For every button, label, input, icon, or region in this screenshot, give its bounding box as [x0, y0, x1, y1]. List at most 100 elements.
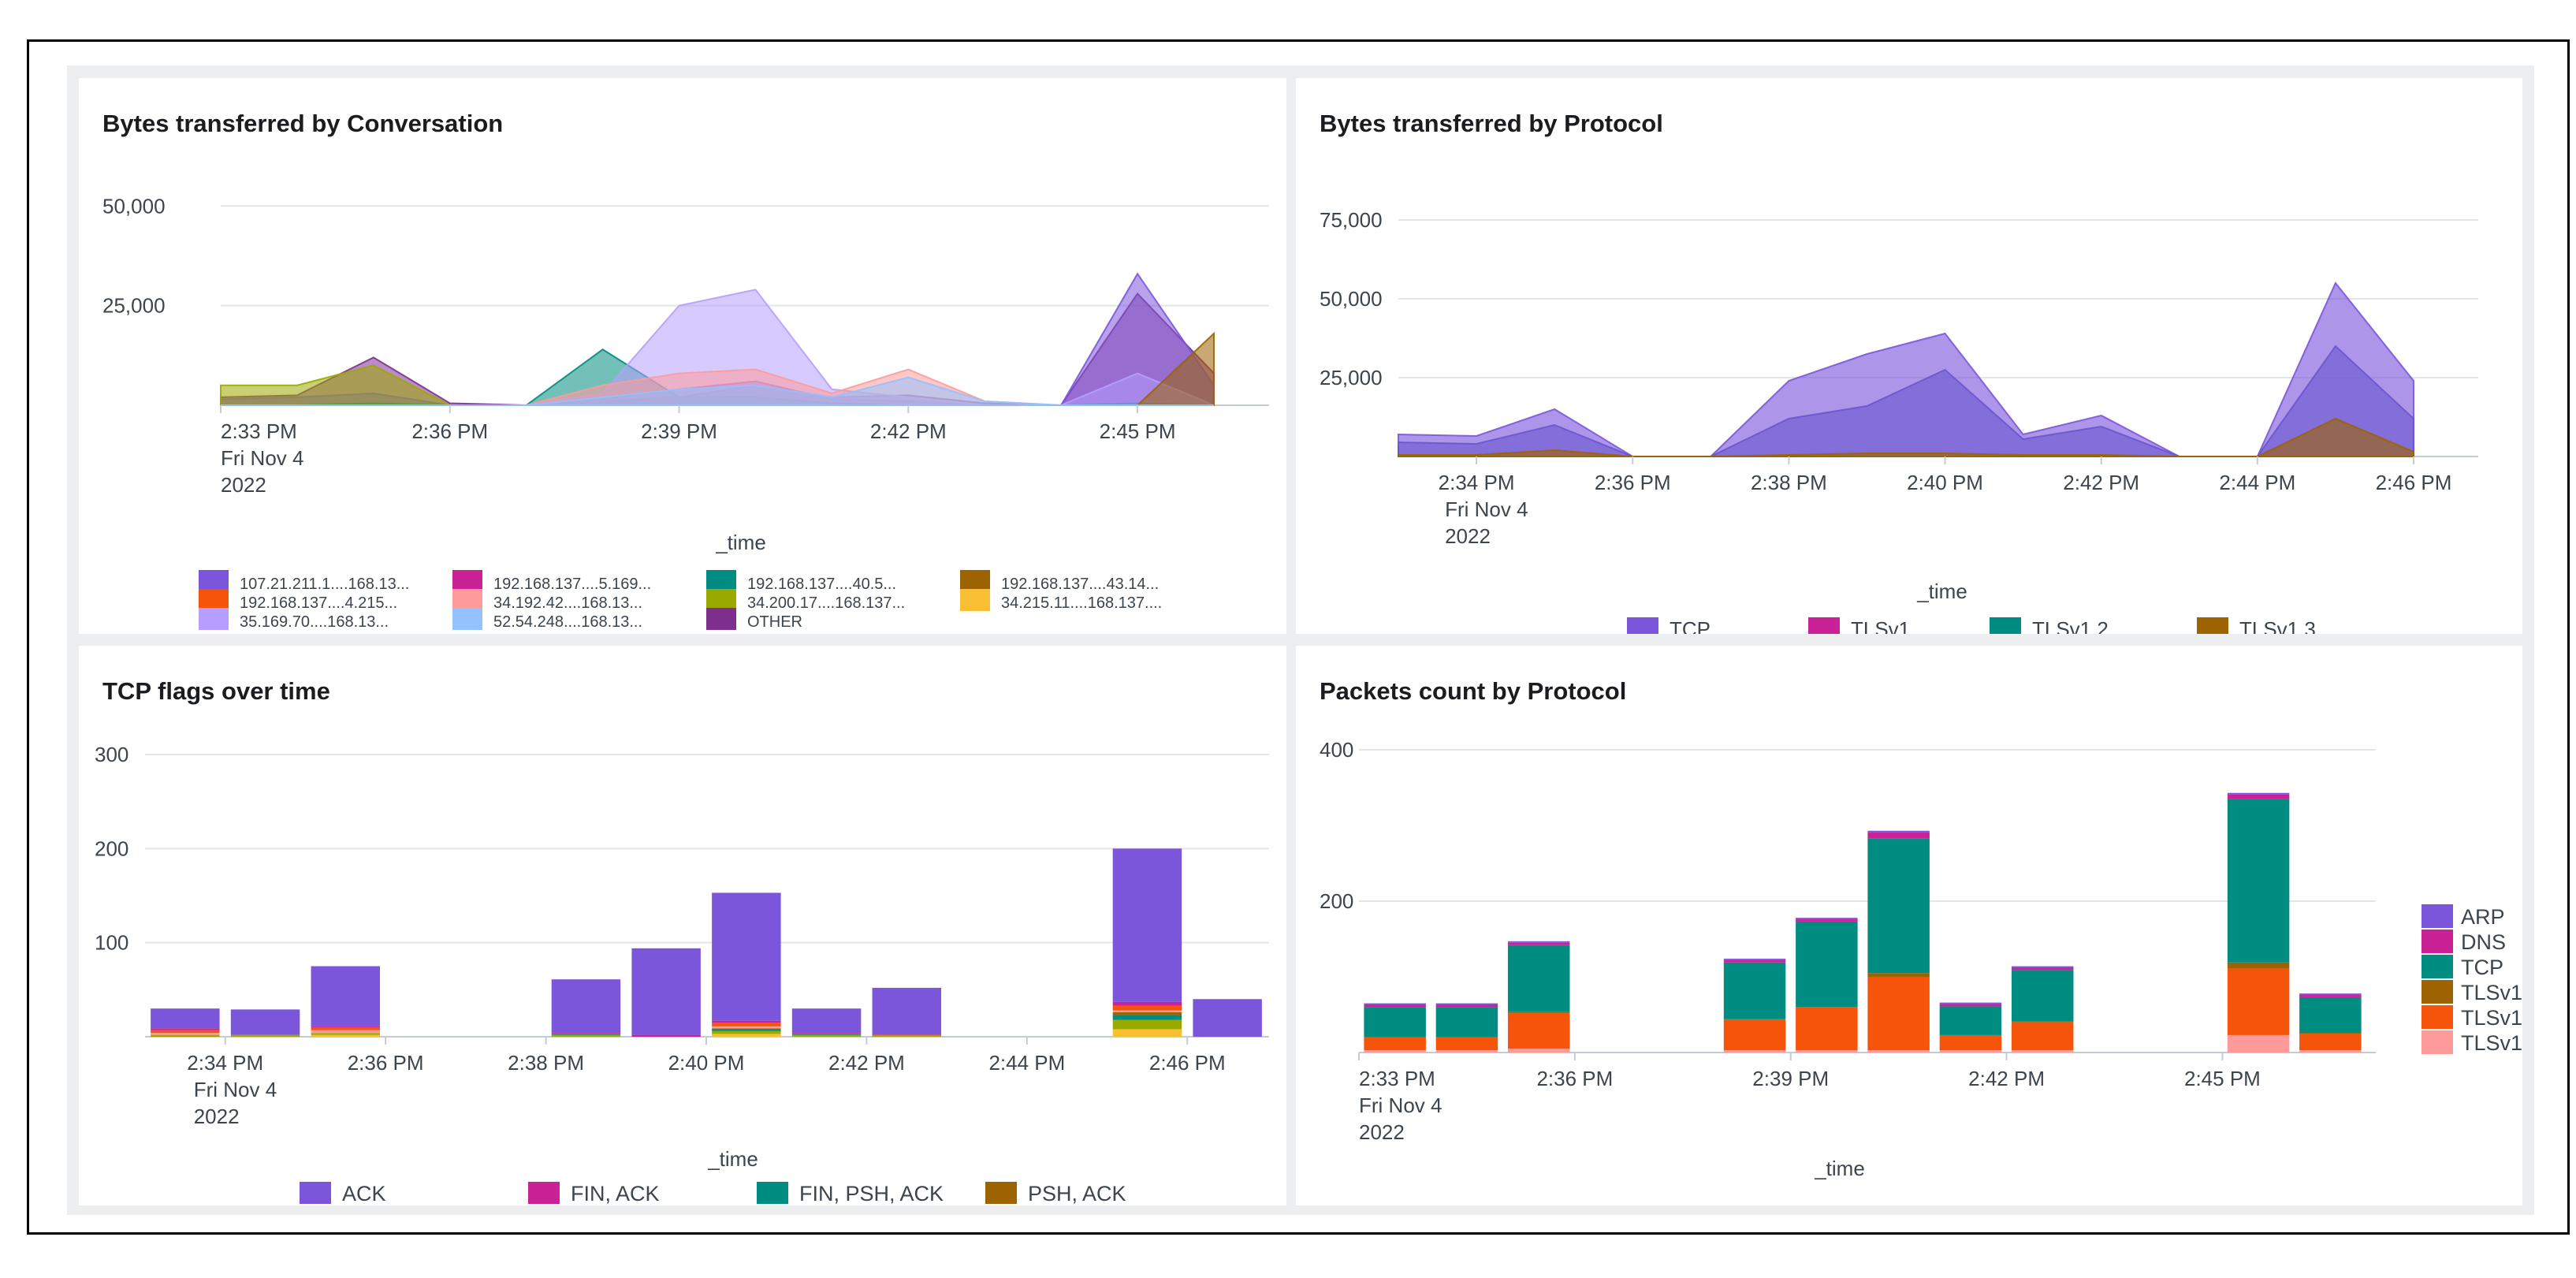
bar-segment-tcp [1507, 945, 1570, 1012]
x-date-label: Fri Nov 4 [221, 446, 303, 470]
bar-segment-tlsv1-3 [1507, 1049, 1570, 1053]
bar-segment-rst [1112, 1005, 1182, 1011]
legend-swatch [985, 1182, 1017, 1204]
bar-segment-tcp [2299, 997, 2362, 1034]
legend-swatch [2422, 904, 2453, 928]
bar-segment-rst-ack [1112, 1010, 1182, 1012]
bar-segment-dns [1507, 942, 1570, 945]
chart-packets-by-protocol[interactable]: 200 400 2:33 PM 2:36 PM 2:39 PM 2:42 PM 2:45 P… [1296, 646, 2522, 1205]
x-tick-label: 2:34 PM [187, 1051, 263, 1075]
y-tick-label: 75,000 [1320, 208, 1383, 232]
legend-item: TCP [2461, 956, 2503, 979]
dashboard-frame: Bytes transferred by Conversation 25,000… [27, 39, 2570, 1235]
legend-swatch [1627, 617, 1658, 634]
bar-segment-tlsv1-3 [1364, 1050, 1426, 1053]
bar-segment-tlsv1-3 [1796, 1050, 1858, 1053]
x-axis-title: _time [1916, 579, 1967, 603]
x-tick-label: 2:36 PM [1536, 1067, 1613, 1090]
x-tick-label: 2:42 PM [870, 419, 947, 443]
bar-segment-tlsv1-2 [1939, 1034, 2002, 1051]
panel-bytes-by-protocol: Bytes transferred by Protocol 25,000 50,0… [1296, 78, 2522, 634]
y-tick-label: 400 [1320, 738, 1353, 762]
bar-segment-tcp [1364, 1007, 1426, 1038]
legend-swatch [706, 570, 736, 592]
x-tick-label: 2:46 PM [2376, 471, 2452, 494]
bar-segment-tlsv1-3 [2011, 1050, 2074, 1053]
bar-segment-tcp [2227, 799, 2290, 963]
bar-segment-ack [230, 1009, 300, 1035]
bar-segment-fin-ack [311, 1026, 381, 1028]
y-tick-label: 50,000 [102, 194, 166, 218]
chart-bytes-by-conversation[interactable]: 25,000 50,000 2:33 PM 2:36 PM 2:39 PM 2:42 PM… [79, 78, 1286, 634]
chart-bytes-by-protocol[interactable]: 25,000 50,000 75,000 2:34 PM 2:36 PM 2:38 PM 2… [1296, 78, 2522, 634]
x-year-label: 2022 [194, 1105, 240, 1128]
bar-segment-tlsv1 [2227, 962, 2290, 969]
legend-swatch [300, 1182, 331, 1204]
x-axis-title: _time [1814, 1157, 1865, 1180]
bar-segment-dns [1435, 1004, 1498, 1008]
bar-segment-tlsv1-2 [1435, 1037, 1498, 1051]
legend-swatch [452, 570, 482, 592]
panel-tcp-flags: TCP flags over time 100 200 300 2:34 PM 2:36… [79, 646, 1286, 1205]
legend-item: FIN, ACK [571, 1182, 660, 1205]
x-tick-label: 2:38 PM [508, 1051, 584, 1075]
bar-segment-dns [2227, 794, 2290, 799]
x-tick-label: 2:45 PM [1100, 419, 1176, 443]
legend-swatch [1990, 617, 2021, 634]
bar-segment-tlsv1-2 [2011, 1022, 2074, 1051]
x-tick-label: 2:36 PM [348, 1051, 424, 1075]
legend-item: TLSv1.2 [2032, 617, 2109, 634]
x-tick-label: 2:44 PM [2219, 471, 2295, 494]
bar-segment-tlsv1-3 [1939, 1050, 2002, 1053]
legend-item: TLSv1.3 [2461, 1031, 2522, 1055]
bar-segment-tcp [1939, 1006, 2002, 1035]
x-axis-title: _time [707, 1147, 758, 1171]
bar-segment-tlsv1-3 [2227, 1034, 2290, 1053]
bar-segment-syn-ack [1112, 1029, 1182, 1037]
bar-segment-syn [791, 1034, 862, 1037]
panel-packets-by-protocol: Packets count by Protocol 200 400 2:33 PM 2… [1296, 646, 2522, 1205]
legend-item: 192.168.137....5.169... [493, 576, 651, 593]
y-tick-label: 100 [95, 931, 128, 955]
x-tick-label: 2:46 PM [1149, 1051, 1226, 1075]
y-tick-label: 200 [95, 836, 128, 860]
bar-segment-tlsv1-2 [1364, 1037, 1426, 1051]
bar-segment-syn [151, 1034, 220, 1037]
dashboard: Bytes transferred by Conversation 25,000… [67, 65, 2534, 1215]
legend-swatch [2422, 1005, 2453, 1029]
x-tick-label: 2:38 PM [1751, 471, 1827, 494]
bar-segment-dns [1796, 919, 1858, 922]
bar-segment-ack [791, 1008, 862, 1034]
bar-segment-tcp [1435, 1007, 1498, 1038]
legend-item: 107.21.211.1....168.13... [240, 576, 409, 593]
legend-item: OTHER [747, 613, 802, 631]
chart-tcp-flags[interactable]: 100 200 300 2:34 PM 2:36 PM 2:38 PM 2:40 PM 2:4… [79, 646, 1286, 1205]
legend-item: 52.54.248....168.13... [493, 613, 642, 631]
bar-segment-fin-ack [151, 1028, 220, 1030]
legend-swatch [2422, 980, 2453, 1004]
bar-segment-fin-ack [1112, 1001, 1182, 1006]
legend-swatch [199, 589, 229, 611]
x-tick-label: 2:39 PM [1752, 1067, 1829, 1090]
bar-segment-tlsv1 [2299, 1033, 2362, 1034]
bar-segment-tlsv1-3 [1867, 1050, 1930, 1053]
bar-segment-tcp [2011, 970, 2074, 1022]
bar-segment-tlsv1-3 [1723, 1050, 1786, 1053]
bar-segment-psh-ack [1112, 1012, 1182, 1015]
bar-segment-rst-ack [311, 1030, 381, 1034]
panel-bytes-by-conversation: Bytes transferred by Conversation 25,000… [79, 78, 1286, 634]
bar-segment-rst-ack [151, 1033, 220, 1035]
bar-segment-ack [631, 948, 701, 1035]
bar-segment-dns [2299, 995, 2362, 997]
y-tick-label: 200 [1320, 889, 1353, 913]
x-year-label: 2022 [1359, 1120, 1405, 1144]
legend-swatch [960, 570, 990, 592]
bar-segment-ack [1112, 848, 1182, 1002]
bar-segment-arp [1364, 1003, 1426, 1005]
legend-swatch [199, 570, 229, 592]
bar-segment-tlsv1 [2011, 1021, 2074, 1023]
area-series-tcp-secondary- [1398, 345, 2414, 457]
legend-swatch [528, 1182, 560, 1204]
x-tick-label: 2:42 PM [2063, 471, 2139, 494]
legend-item: ARP [2461, 905, 2505, 929]
